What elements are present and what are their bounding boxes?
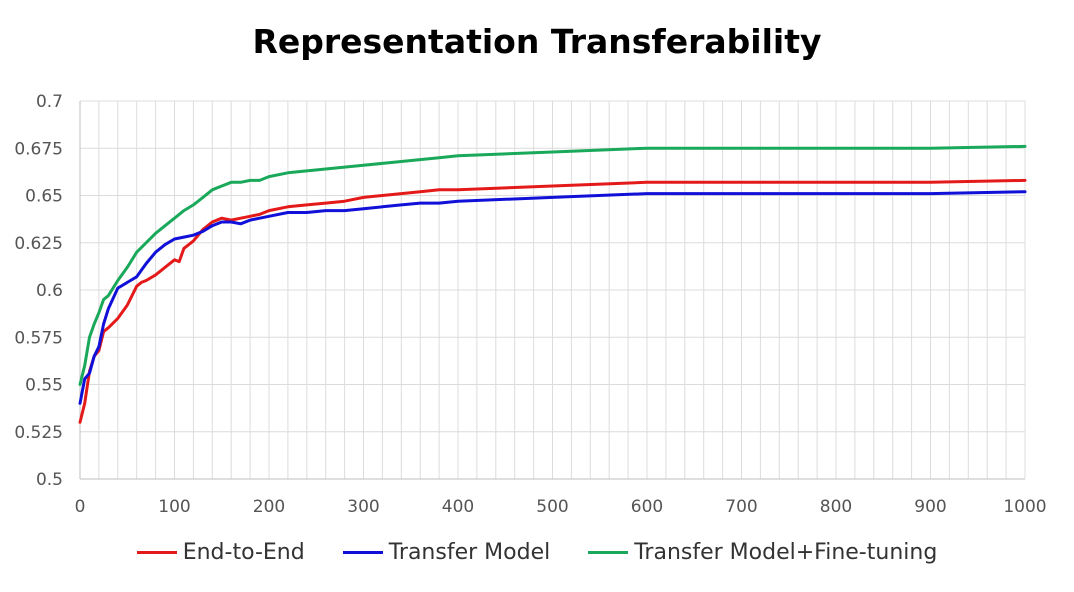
y-tick-label: 0.625 [14,234,63,254]
y-tick-label: 0.675 [14,139,63,159]
x-tick-label: 400 [442,497,474,517]
x-tick-label: 1000 [1003,497,1046,517]
y-tick-label: 0.55 [25,376,63,396]
series-line-transfer-model-fine-tuning [78,144,1027,386]
series-line-transfer-model [78,190,1027,405]
legend-swatch [342,551,383,554]
x-tick-label: 200 [253,497,285,517]
legend-label: Transfer Model+Fine-tuning [634,540,938,565]
series-line-end-to-end [78,178,1027,424]
legend-item: End-to-End [136,540,305,565]
y-tick-label: 0.525 [14,423,63,443]
x-tick-label: 0 [75,497,86,517]
y-tick-label: 0.575 [14,328,63,348]
x-tick-label: 600 [631,497,663,517]
y-tick-label: 0.65 [25,187,63,207]
legend-swatch [588,551,629,554]
y-tick-label: 0.5 [36,470,63,490]
y-tick-label: 0.7 [36,92,63,112]
x-tick-label: 100 [158,497,190,517]
chart-legend: End-to-End Transfer Model Transfer Model+F… [0,540,1074,565]
y-tick-label: 0.6 [36,281,63,301]
legend-label: Transfer Model [388,540,551,565]
legend-swatch [136,551,177,554]
chart-title: Representation Transferability [252,22,822,61]
x-tick-label: 700 [725,497,757,517]
x-tick-label: 900 [914,497,946,517]
x-tick-label: 800 [820,497,852,517]
x-tick-label: 500 [536,497,568,517]
legend-label: End-to-End [182,540,305,565]
legend-item: Transfer Model [342,540,551,565]
legend-item: Transfer Model+Fine-tuning [588,540,937,565]
x-tick-label: 300 [347,497,379,517]
